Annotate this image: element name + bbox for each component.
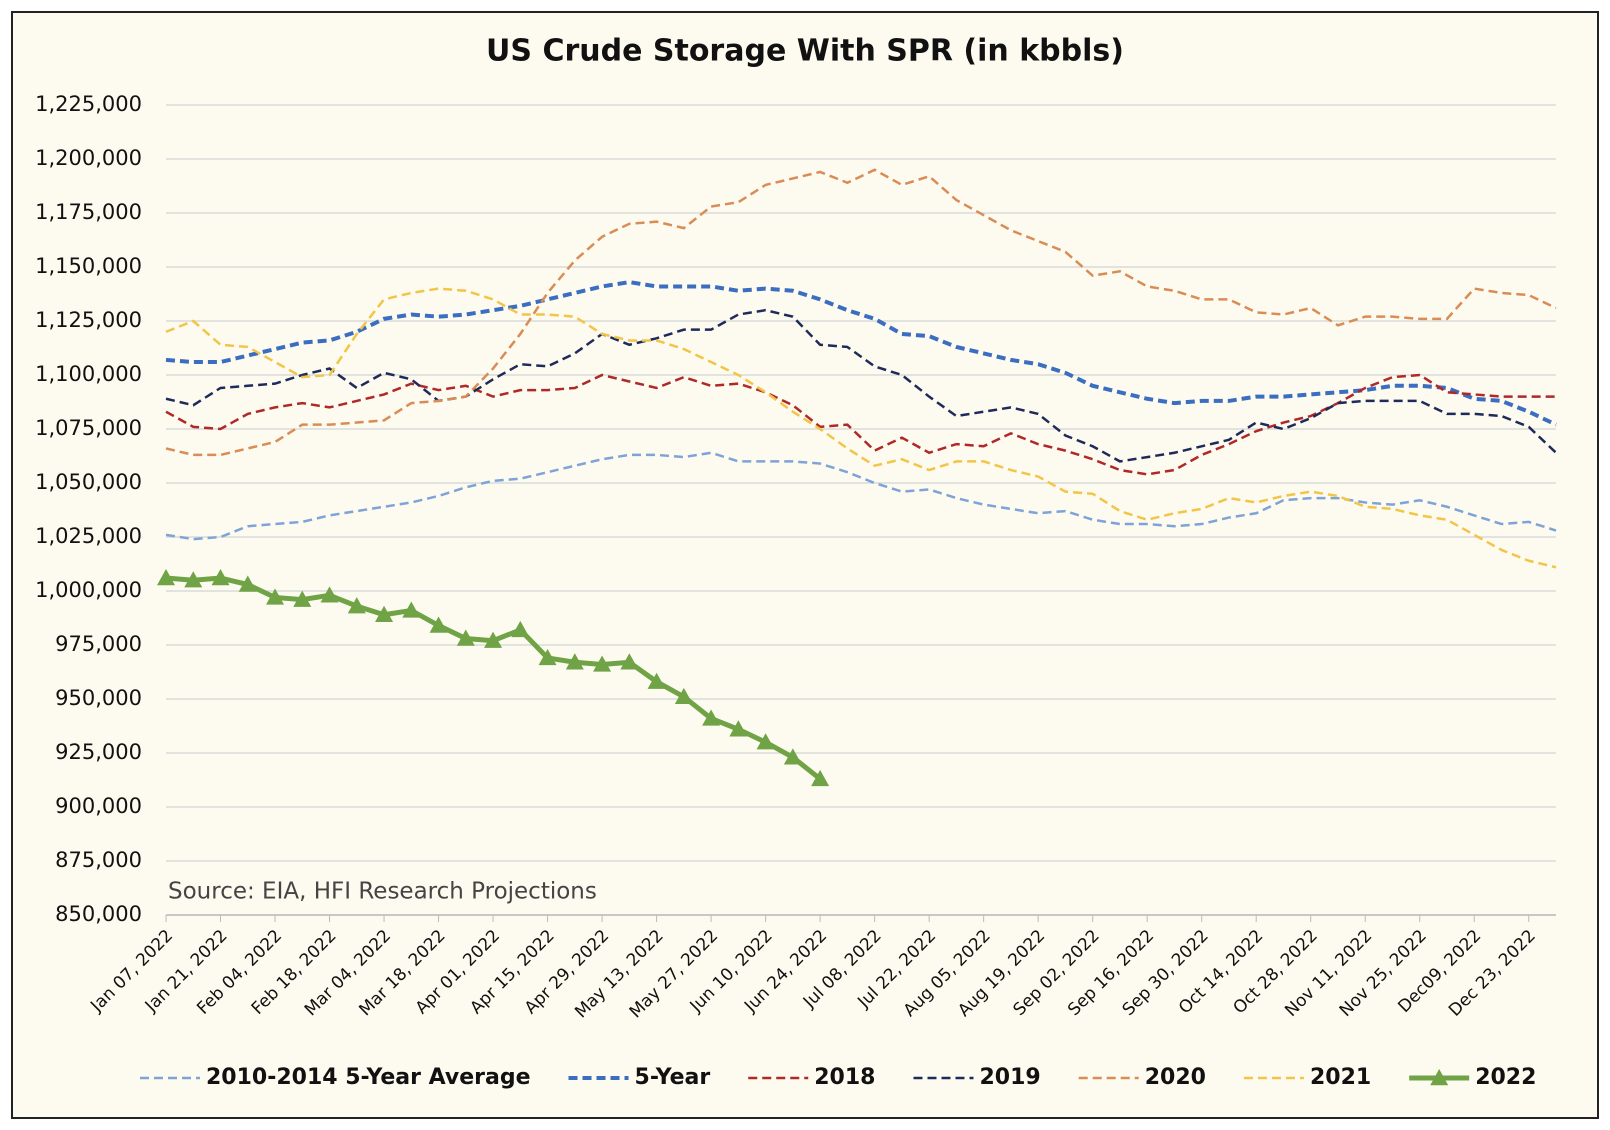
y-tick-label: 1,075,000 <box>35 416 142 440</box>
point-marker <box>157 569 175 586</box>
series-line <box>165 280 1557 427</box>
point-marker <box>565 653 584 670</box>
y-tick-label: 1,150,000 <box>35 254 142 278</box>
legend-label: 2010-2014 5-Year Average <box>206 1065 531 1090</box>
y-tick-label: 1,050,000 <box>35 470 142 494</box>
y-tick-label: 1,025,000 <box>35 524 142 548</box>
y-tick-label: 1,175,000 <box>35 200 142 224</box>
legend-label: 5-Year <box>635 1065 711 1090</box>
chart-frame <box>11 11 1599 1119</box>
point-marker <box>484 631 503 648</box>
series-line <box>165 308 1557 463</box>
legend-marker <box>1430 1069 1449 1086</box>
point-marker <box>702 709 721 726</box>
chart-title: US Crude Storage With SPR (in kbbls) <box>486 34 1124 69</box>
point-marker <box>456 629 475 646</box>
point-marker <box>811 769 830 787</box>
y-tick-label: 850,000 <box>55 902 142 926</box>
y-tick-label: 925,000 <box>55 740 142 764</box>
legend-label: 2019 <box>979 1065 1040 1090</box>
legend-label: 2020 <box>1145 1065 1206 1090</box>
point-marker <box>320 586 339 603</box>
point-marker <box>402 601 421 618</box>
point-marker <box>238 575 257 592</box>
point-marker <box>293 590 312 607</box>
point-marker <box>375 605 394 622</box>
legend-label: 2022 <box>1475 1065 1536 1090</box>
y-tick-label: 950,000 <box>55 686 142 710</box>
point-marker <box>511 620 530 638</box>
y-tick-label: 975,000 <box>55 632 142 656</box>
y-tick-label: 1,125,000 <box>35 308 142 332</box>
y-tick-label: 1,000,000 <box>35 578 142 602</box>
legend-label: 2018 <box>814 1065 875 1090</box>
series-line <box>165 168 1557 457</box>
y-tick-label: 900,000 <box>55 794 142 818</box>
point-marker <box>729 720 748 737</box>
point-marker <box>593 655 612 672</box>
point-marker <box>783 748 802 765</box>
annotation: Source: EIA, HFI Research Projections <box>168 879 597 905</box>
y-tick-label: 1,200,000 <box>35 146 142 170</box>
point-marker <box>266 588 285 605</box>
point-marker <box>620 653 639 670</box>
legend-label: 2021 <box>1310 1065 1371 1090</box>
y-tick-label: 1,100,000 <box>35 362 142 386</box>
series-line <box>165 451 1557 541</box>
point-marker <box>211 569 230 586</box>
series-line <box>165 373 1556 476</box>
point-marker <box>429 616 448 633</box>
point-marker <box>756 733 775 750</box>
y-tick-label: 875,000 <box>55 848 142 872</box>
point-marker <box>674 687 693 705</box>
point-marker <box>538 648 557 666</box>
point-marker <box>347 597 366 614</box>
point-marker <box>647 672 666 689</box>
y-tick-label: 1,225,000 <box>35 92 142 116</box>
point-marker <box>184 571 203 588</box>
